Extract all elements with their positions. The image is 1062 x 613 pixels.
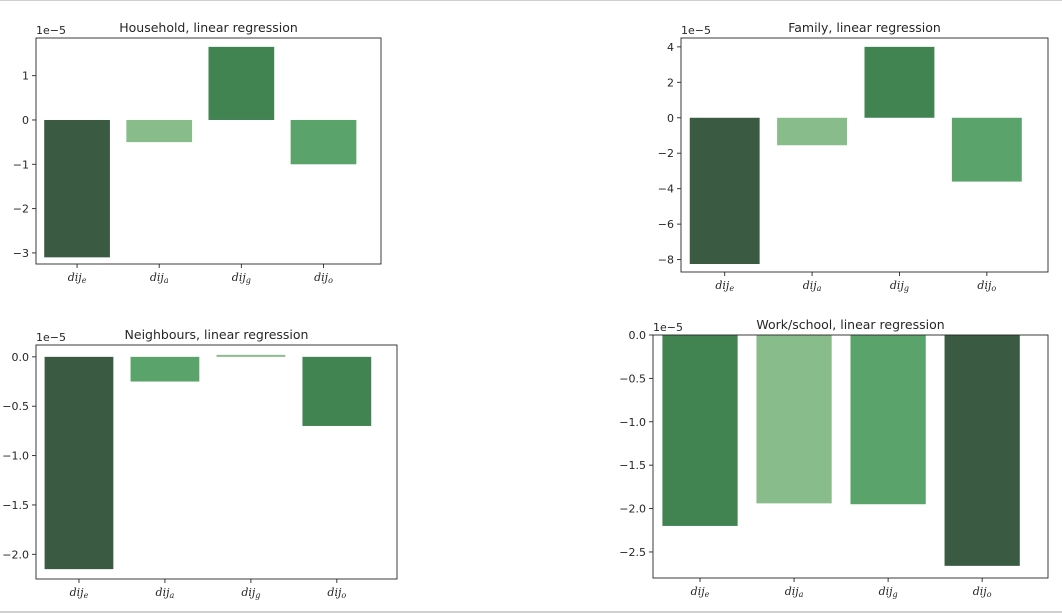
chart-work-school: −2.5 −2.0 −1.5 −1.0 −0.5 0.0 dije dija dijg dijo 1…: [619, 317, 1049, 599]
axes-frame-work-school: [652, 334, 1049, 579]
bottom-divider: [0, 611, 1062, 613]
xtick-label-household: dijo: [314, 271, 333, 285]
xtick-label-work-school: dije: [691, 585, 710, 599]
ytick-label-work-school: −1.5: [619, 459, 646, 472]
ytick-label-work-school: −0.5: [619, 372, 646, 385]
ytick-label-neighbours: −2.0: [2, 548, 29, 561]
ytick-label-neighbours: −1.5: [2, 499, 29, 512]
offset-label-neighbours: 1e−5: [36, 331, 66, 344]
chart-title-work-school: Work/school, linear regression: [756, 317, 944, 332]
bar-family-dij-e: [689, 117, 760, 265]
ytick-label-family: −4: [658, 183, 674, 196]
ytick-label-neighbours: −1.0: [2, 450, 29, 463]
xtick-label-household: dijg: [232, 271, 251, 285]
bar-neighbours-dij-a: [130, 356, 200, 382]
axes-frame-neighbours: [35, 344, 398, 580]
ytick-label-household: −1: [13, 158, 29, 171]
ytick-label-family: −6: [658, 218, 674, 231]
chart-title-neighbours: Neighbours, linear regression: [125, 327, 309, 342]
offset-label-family: 1e−5: [681, 24, 711, 37]
ytick-label-work-school: −2.5: [619, 546, 646, 559]
chart-title-household: Household, linear regression: [119, 20, 298, 35]
ytick-label-household: 1: [22, 70, 29, 83]
xtick-label-neighbours: dije: [70, 586, 89, 600]
bar-household-dij-o: [290, 119, 357, 165]
ytick-label-work-school: −2.0: [619, 503, 646, 516]
bar-household-dij-g: [208, 46, 275, 120]
xtick-label-neighbours: dijg: [241, 586, 260, 600]
xtick-label-work-school: dija: [785, 585, 804, 599]
ytick-label-family: 0: [667, 112, 674, 125]
bar-neighbours-dij-o: [302, 356, 372, 426]
ytick-label-family: −2: [658, 147, 674, 160]
xtick-label-neighbours: dijo: [327, 586, 346, 600]
chart-title-family: Family, linear regression: [788, 20, 941, 35]
xtick-label-work-school: dijg: [879, 585, 898, 599]
chart-neighbours: −2.0 −1.5 −1.0 −0.5 0.0 dije dija dijg dijo 1e−5 N…: [2, 327, 398, 600]
bar-household-dij-a: [126, 119, 193, 143]
chart-household: −3 −2 −1 0 1 dije dija dijg dijo 1e−5 Household, l…: [13, 20, 382, 285]
ytick-label-household: −3: [13, 247, 29, 260]
ytick-label-work-school: 0.0: [629, 329, 647, 342]
ytick-label-household: 0: [22, 114, 29, 127]
bar-neighbours-dij-g: [216, 354, 286, 357]
bar-family-dij-o: [951, 117, 1022, 182]
top-divider: [0, 0, 1062, 1]
xtick-label-household: dija: [150, 271, 169, 285]
bar-household-dij-e: [44, 119, 110, 258]
xtick-label-family: dije: [715, 279, 734, 293]
bar-work-school-dij-o: [944, 335, 1020, 566]
offset-label-work-school: 1e−5: [653, 321, 683, 334]
ytick-label-work-school: −1.0: [619, 416, 646, 429]
chart-family: −8 −6 −4 −2 0 2 4 dije dija dijg dijo 1e−5 Family, l…: [658, 20, 1049, 293]
bar-work-school-dij-e: [662, 335, 738, 526]
bar-family-dij-a: [777, 117, 848, 146]
offset-label-household: 1e−5: [36, 24, 66, 37]
ytick-label-neighbours: 0.0: [12, 351, 30, 364]
bar-family-dij-g: [864, 46, 935, 118]
axes-frame-family: [680, 37, 1049, 273]
ytick-label-family: 2: [667, 76, 674, 89]
ytick-label-family: 4: [667, 41, 674, 54]
xtick-label-work-school: dijo: [973, 585, 992, 599]
axes-frame-household: [35, 37, 382, 265]
xtick-label-family: dija: [803, 279, 822, 293]
ytick-label-neighbours: −0.5: [2, 400, 29, 413]
xtick-label-neighbours: dija: [156, 586, 175, 600]
xtick-label-family: dijg: [890, 279, 909, 293]
ytick-label-family: −8: [658, 254, 674, 267]
bar-work-school-dij-g: [850, 335, 926, 505]
xtick-label-household: dije: [68, 271, 87, 285]
bar-neighbours-dij-e: [44, 356, 114, 570]
xtick-label-family: dijo: [977, 279, 996, 293]
bar-work-school-dij-a: [756, 335, 832, 504]
ytick-label-household: −2: [13, 203, 29, 216]
